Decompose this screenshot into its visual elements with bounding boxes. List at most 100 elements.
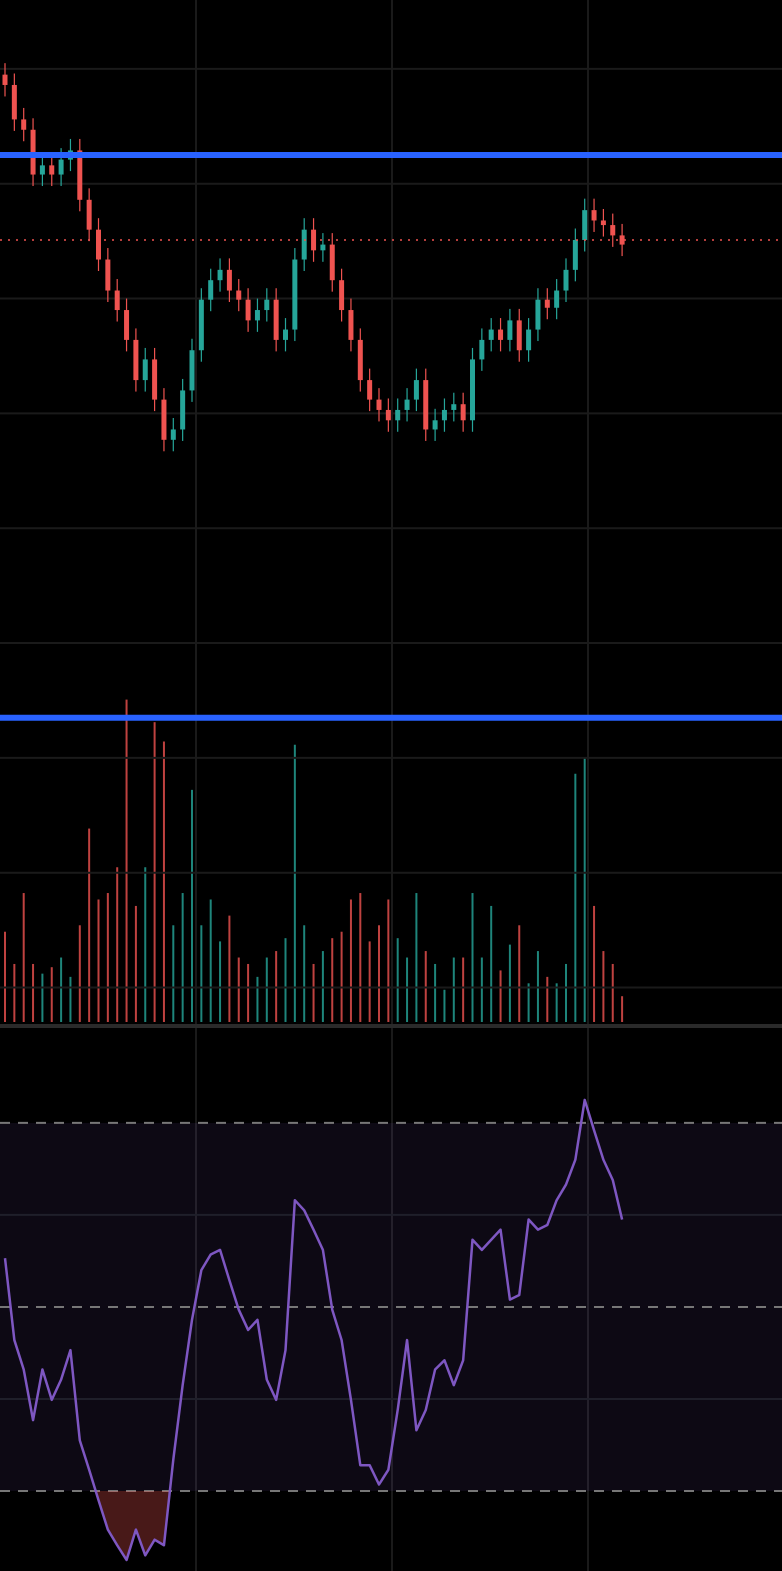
volume-bar [78,925,81,1022]
volume-bar [284,938,287,1022]
candle-body [339,280,345,311]
candle-body [385,409,391,421]
candle-body [189,350,195,391]
volume-bar [359,893,362,1022]
candle-body [77,150,83,200]
candle-body [619,235,625,245]
volume-bar [508,944,511,1022]
candle-body [498,329,504,340]
candle-body [21,119,27,130]
volume-bar [593,905,596,1022]
candle-body [124,310,130,340]
volume-bar [22,893,25,1022]
candle-body [86,199,92,230]
volume-bar [256,976,259,1022]
candle-body [432,420,438,430]
volume-bar [228,915,231,1022]
candle-body [11,84,17,120]
candle-body [451,404,457,410]
volume-bar [574,773,577,1022]
candle-body [535,299,541,330]
volume-bar [209,899,212,1022]
candle-body [245,299,251,321]
candle-body [96,229,101,260]
volume-bar [546,976,549,1022]
volume-bar [265,957,268,1022]
volume-bar [406,957,409,1022]
candle-body [563,269,569,291]
candle-body [329,244,335,281]
rsi-line [3,1098,624,1562]
volume-bar [4,931,6,1022]
volume-bar [378,925,380,1022]
candle-body [320,244,326,251]
candle-body [582,210,588,240]
volume-bar [387,899,390,1022]
candle-body [395,409,401,421]
candle-body [170,429,176,440]
candle-body [254,310,260,321]
volume-bar [125,699,128,1022]
volume-bar [275,951,278,1022]
volume-bar [499,970,502,1022]
volume-bar [536,951,539,1022]
candle-body [264,299,270,311]
candle-body [2,74,8,85]
volume-bar [97,899,100,1022]
candle-body [554,290,560,308]
volume-bar [116,867,119,1022]
volume-bar [349,899,352,1022]
volume-bar [490,905,493,1022]
volume-bar [303,925,306,1022]
candle-body [208,280,214,300]
volume-bar [200,925,203,1022]
volume-bar [452,957,455,1022]
volume-bar [621,996,624,1022]
candle-body [526,329,532,351]
candle-body [423,380,429,430]
volume-bar [237,957,240,1022]
volume-bar [602,951,605,1022]
volume-bar [191,789,193,1022]
candle-body [142,359,148,381]
volume-bar [88,828,91,1022]
candle-body [180,390,186,430]
candle-body [357,339,363,381]
candle-body [404,399,410,410]
candle-body [58,159,64,175]
candle-body [226,269,232,291]
candle-body [600,220,606,226]
candle-body [507,320,513,340]
candle-body [236,290,242,300]
volume-bar [471,893,474,1022]
candle-body [105,259,111,291]
volume-bar [583,757,586,1022]
candle-body [301,229,307,260]
candle-body [572,239,578,270]
volume-bar [555,983,558,1022]
candle-body [479,339,485,360]
candle-body [283,329,288,340]
volume-bar [219,941,222,1022]
volume-bar [434,963,437,1022]
volume-bar [60,957,63,1022]
volume-bar [415,893,418,1022]
volume-bar [331,938,334,1022]
volume-bar [312,963,315,1022]
volume-bar [396,938,399,1022]
candle-body [413,380,419,400]
volume-bar [134,905,137,1022]
candle-body [544,299,550,308]
volume-bar [106,893,109,1022]
candle-body [49,165,55,175]
candle-body [610,225,616,236]
volume-bar [424,951,427,1022]
volume-bar [518,925,521,1022]
candle-body [591,210,597,221]
volume-bar [144,867,147,1022]
volume-bar [340,931,343,1022]
candle-body [367,380,373,400]
candle-body [217,269,223,281]
